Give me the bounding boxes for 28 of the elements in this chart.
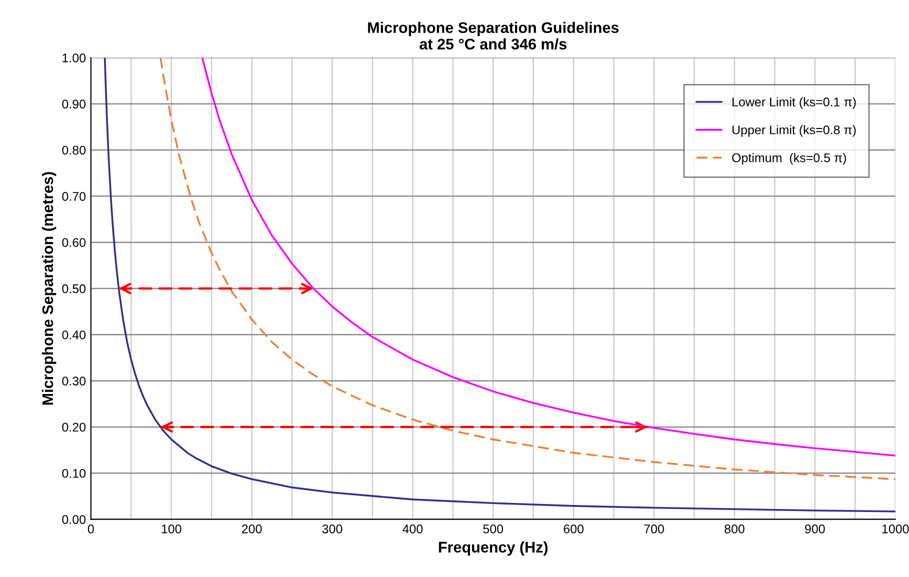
x-tick-label: 200 bbox=[242, 524, 262, 534]
x-tick-label: 300 bbox=[322, 524, 342, 534]
y-tick-label: 0.90 bbox=[62, 100, 86, 109]
x-axis-title: Frequency (Hz) bbox=[438, 541, 548, 556]
y-tick-label: 0.40 bbox=[62, 330, 86, 340]
x-tick-label: 1000 bbox=[882, 524, 909, 534]
y-tick-label: 0.60 bbox=[62, 238, 86, 247]
chart-title: Microphone Separation Guidelines at 25 °C and 346 m/s bbox=[368, 22, 619, 50]
x-tick-label: 900 bbox=[805, 524, 825, 534]
y-tick-label: 0.50 bbox=[62, 284, 86, 294]
y-tick-label: 0.80 bbox=[62, 146, 86, 155]
y-tick-label: 0.30 bbox=[62, 376, 86, 386]
legend-label: Lower Limit (ks=0.1 π) bbox=[732, 97, 856, 109]
legend-label: Upper Limit (ks=0.8 π) bbox=[732, 125, 856, 137]
y-tick-label: 0.70 bbox=[62, 192, 86, 201]
y-tick-label: 0.10 bbox=[62, 468, 86, 478]
legend-label: Optimum (ks=0.5 π) bbox=[732, 153, 846, 165]
y-tick-label: 0.00 bbox=[62, 515, 86, 524]
x-tick-label: 700 bbox=[644, 524, 664, 534]
y-tick-label: 0.20 bbox=[62, 422, 86, 432]
x-tick-label: 100 bbox=[162, 524, 182, 534]
y-tick-label: 1.00 bbox=[62, 54, 86, 62]
x-tick-label: 500 bbox=[483, 524, 504, 534]
x-tick-label: 0 bbox=[88, 524, 94, 534]
x-tick-label: 400 bbox=[402, 524, 423, 534]
x-tick-label: 600 bbox=[564, 524, 584, 534]
x-tick-label: 800 bbox=[724, 524, 744, 534]
y-axis-title: Microphone Separation (metres) bbox=[42, 172, 56, 405]
